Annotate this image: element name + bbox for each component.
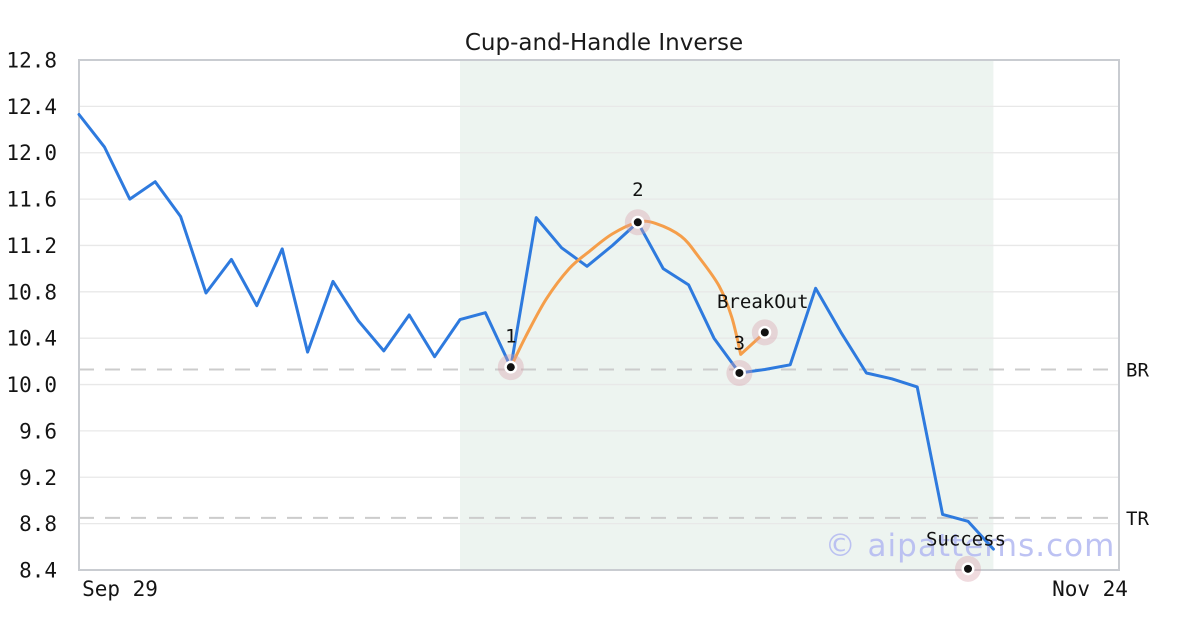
level-label-tr: TR: [1126, 508, 1149, 530]
x-tick-label-start: Sep 29: [82, 577, 158, 601]
y-tick-label: 11.2: [6, 234, 57, 258]
y-tick-label: 8.8: [19, 512, 57, 536]
annotation-label-2: 2: [632, 179, 643, 201]
y-tick-label: 9.2: [19, 466, 57, 490]
y-tick-label: 11.6: [6, 188, 57, 212]
chart-annotations-layer: BR TR 8.4 8.8 9.2 9.6 10.0 10.4 10.8 11.2 11.6 12.0…: [6, 49, 1149, 583]
annotation-label-success: Success: [926, 528, 1006, 550]
annotation-label-breakout: BreakOut: [717, 291, 809, 313]
price-line: [77, 113, 995, 551]
x-tick-label-end: Nov 24: [1052, 577, 1128, 601]
level-label-br: BR: [1126, 359, 1149, 381]
chart-title: Cup-and-Handle Inverse: [465, 30, 743, 56]
annotation-label-3: 3: [734, 332, 745, 354]
y-tick-label: 10.0: [6, 373, 57, 397]
marker-dot-1: [506, 363, 515, 372]
y-tick-label: 12.0: [6, 141, 57, 165]
y-tick-label: 10.4: [6, 327, 57, 351]
y-tick-label: 9.6: [19, 419, 57, 443]
pattern-region-shade: [460, 60, 994, 570]
marker-dot-2: [633, 218, 642, 227]
watermark: © aipatterns.com: [825, 528, 1116, 564]
annotation-label-1: 1: [505, 326, 516, 348]
marker-dot-breakout: [760, 328, 769, 337]
y-tick-label: 10.8: [6, 280, 57, 304]
marker-dot-3: [735, 368, 744, 377]
plot-border: [78, 59, 1120, 571]
y-tick-label: 12.4: [6, 95, 57, 119]
y-tick-label: 8.4: [19, 559, 57, 583]
marker-dot-success: [964, 564, 972, 573]
y-tick-label: 12.8: [6, 49, 57, 73]
chart-background-layer: [79, 59, 1119, 571]
